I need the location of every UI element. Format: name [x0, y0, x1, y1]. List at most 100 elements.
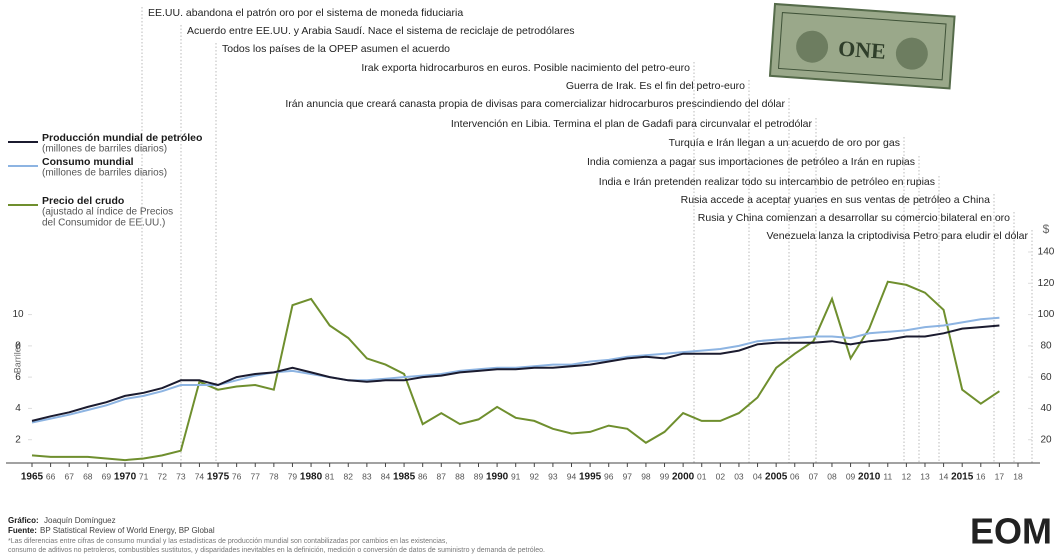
x-tick-label: 83	[362, 471, 372, 481]
legend-note: (millones de barriles diarios)	[42, 144, 167, 155]
credit: Joaquín Domínguez	[44, 516, 116, 525]
x-tick-label: 91	[511, 471, 521, 481]
x-tick-label: 1970	[114, 472, 137, 483]
x-tick-label: 81	[325, 471, 335, 481]
annotation: EE.UU. abandona el patrón oro por el sis…	[148, 7, 463, 19]
y-tick-label: 4	[15, 403, 21, 414]
x-tick-label: 66	[46, 471, 56, 481]
x-tick-label: 11	[883, 471, 892, 481]
x-tick-label: 73	[176, 471, 186, 481]
x-tick-label: 99	[660, 471, 670, 481]
annotation: India comienza a pagar sus importaciones…	[587, 156, 915, 168]
y-tick-label: 2	[15, 434, 21, 445]
x-tick-label: 07	[809, 471, 819, 481]
legend-note: (millones de barriles diarios)	[42, 168, 167, 179]
x-tick-label: 88	[455, 471, 465, 481]
annotation: Todos los países de la OPEP asumen el ac…	[222, 43, 450, 55]
annotation: Venezuela lanza la criptodivisa Petro pa…	[767, 230, 1029, 242]
x-tick-label: 1990	[486, 472, 509, 483]
y2-tick-label: 140	[1038, 247, 1055, 258]
x-tick-label: 82	[344, 471, 354, 481]
x-tick-label: 2000	[672, 472, 695, 483]
annotation: Turquía e Irán llegan a un acuerdo de or…	[669, 137, 900, 149]
source-label: Fuente:	[8, 526, 37, 535]
y-tick-label: 8	[15, 340, 21, 351]
x-tick-label: 78	[269, 471, 279, 481]
x-tick-label: 86	[418, 471, 428, 481]
x-tick-label: 2015	[951, 472, 974, 483]
x-tick-label: 2010	[858, 472, 881, 483]
y-tick-label: 10	[12, 309, 24, 320]
x-tick-label: 89	[474, 471, 484, 481]
legend-label: Producción mundial de petróleo	[42, 132, 202, 144]
x-tick-label: 84	[381, 471, 391, 481]
x-tick-label: 97	[623, 471, 633, 481]
x-tick-label: 14	[939, 471, 949, 481]
note: consumo de aditivos no petroleros, combu…	[8, 547, 545, 554]
x-tick-label: 06	[790, 471, 800, 481]
bill-text: ONE	[837, 36, 886, 64]
series-line	[31, 316, 1000, 424]
annotation: India e Irán pretenden realizar todo su …	[599, 176, 935, 188]
legend-label: Consumo mundial	[42, 156, 134, 168]
x-tick-label: 87	[437, 471, 447, 481]
bill-frame	[777, 12, 947, 81]
y2-tick-label: 100	[1038, 309, 1055, 320]
x-tick-label: 1965	[21, 472, 44, 483]
x-tick-label: 09	[846, 471, 856, 481]
x-tick-label: 03	[734, 471, 744, 481]
x-tick-label: 98	[641, 471, 651, 481]
dollar-bill: ONE	[768, 2, 956, 90]
x-tick-label: 77	[251, 471, 261, 481]
y2-tick-label: 40	[1040, 403, 1052, 414]
annotation: Rusia accede a aceptar yuanes en sus ven…	[681, 194, 991, 206]
source: BP Statistical Review of World Energy, B…	[40, 526, 215, 535]
x-tick-label: 01	[697, 471, 707, 481]
x-tick-label: 94	[567, 471, 577, 481]
y2-tick-label: 20	[1040, 434, 1052, 445]
x-tick-label: 79	[288, 471, 298, 481]
x-tick-label: 67	[64, 471, 74, 481]
x-tick-label: 93	[548, 471, 558, 481]
credit-label: Gráfico:	[8, 516, 39, 525]
annotation: Irak exporta hidrocarburos en euros. Pos…	[361, 62, 690, 74]
series-line	[31, 280, 1000, 462]
x-tick-label: 16	[976, 471, 986, 481]
y2-tick-label: 80	[1040, 340, 1052, 351]
x-tick-label: 76	[232, 471, 242, 481]
legend-note: del Consumidor de EE.UU.)	[42, 218, 165, 229]
note: *Las diferencias entre cifras de consumo…	[8, 538, 447, 545]
x-tick-label: 96	[604, 471, 614, 481]
annotation: Acuerdo entre EE.UU. y Arabia Saudí. Nac…	[187, 25, 575, 37]
y-tick-label: 6	[15, 372, 21, 383]
y2-tick-label: 120	[1038, 278, 1055, 289]
y2-tick-label: 60	[1040, 372, 1052, 383]
x-tick-label: 17	[995, 471, 1005, 481]
annotation: Intervención en Libia. Termina el plan d…	[451, 118, 813, 130]
annotation: Rusia y China comienzan a desarrollar su…	[698, 212, 1010, 224]
series-line	[31, 324, 1000, 422]
x-tick-label: 92	[530, 471, 540, 481]
x-tick-label: 1975	[207, 472, 230, 483]
x-tick-label: 12	[902, 471, 912, 481]
bill-seal	[895, 37, 928, 70]
x-tick-label: 08	[827, 471, 837, 481]
legend-label: Precio del crudo	[42, 195, 124, 207]
x-tick-label: 2005	[765, 472, 788, 483]
x-tick-label: 04	[753, 471, 763, 481]
x-tick-label: 02	[716, 471, 726, 481]
logo: EOM	[970, 511, 1052, 552]
x-tick-label: 71	[139, 471, 149, 481]
annotation: Guerra de Irak. Es el fin del petro-euro	[566, 80, 745, 92]
x-tick-label: 18	[1013, 471, 1023, 481]
x-tick-label: 74	[195, 471, 205, 481]
y-axis-label: Barriles	[12, 342, 22, 373]
x-tick-label: 68	[83, 471, 93, 481]
x-tick-label: 1985	[393, 472, 416, 483]
x-tick-label: 72	[157, 471, 167, 481]
x-tick-label: 1995	[579, 472, 602, 483]
y2-axis-label: $	[1043, 222, 1050, 236]
legend-note: (ajustado al índice de Precios	[42, 207, 173, 218]
x-tick-label: 13	[920, 471, 930, 481]
